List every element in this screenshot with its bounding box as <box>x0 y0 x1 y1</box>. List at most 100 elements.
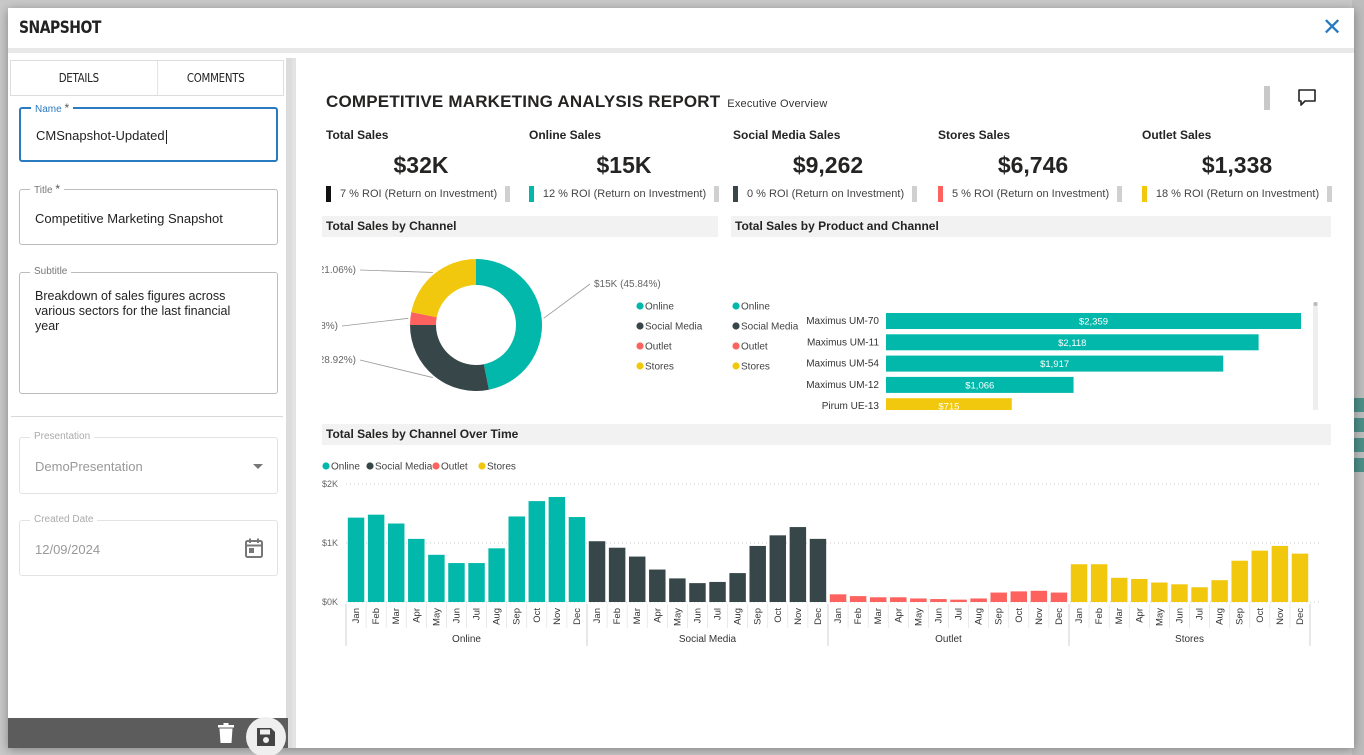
kpi-roi: 5 % ROI (Return on Investment) <box>938 185 1128 203</box>
delete-button[interactable] <box>206 718 246 748</box>
kpi-roi: 0 % ROI (Return on Investment) <box>733 185 923 203</box>
donut-data-label: $7K (21.06%) <box>322 265 356 276</box>
legend-label: Outlet <box>441 462 468 473</box>
group-label: Stores <box>1175 634 1204 645</box>
background-teal-mark <box>1354 458 1364 472</box>
legend-label: Social Media <box>645 322 703 333</box>
name-field[interactable]: Name * CMSnapshot-Updated <box>19 102 278 162</box>
section-title-by-channel: Total Sales by Channel <box>322 216 718 237</box>
time-bar <box>1251 550 1269 602</box>
time-bar <box>408 538 425 602</box>
save-button[interactable] <box>246 717 286 755</box>
bar-category-label: Maximus UM-11 <box>807 337 879 348</box>
name-input[interactable]: CMSnapshot-Updated <box>36 128 167 144</box>
time-bar <box>488 548 505 602</box>
legend-label: Stores <box>741 362 770 373</box>
x-tick-label: Jan <box>1074 608 1085 623</box>
kpi-card: Outlet Sales $1,338 18 % ROI (Return on … <box>1142 128 1332 202</box>
legend-marker <box>636 342 644 350</box>
kpi-value: $9,262 <box>792 152 864 178</box>
legend-marker <box>732 362 740 370</box>
bar-data-label: $2,118 <box>1058 338 1086 349</box>
subtitle-field[interactable]: Subtitle Breakdown of sales figures acro… <box>19 266 278 394</box>
x-tick-label: Feb <box>371 608 382 624</box>
time-bar <box>950 599 967 602</box>
comment-icon[interactable] <box>1297 88 1317 108</box>
donut-leader-line <box>543 283 591 319</box>
bar-data-label: $1,917 <box>1040 359 1069 370</box>
legend-label: Online <box>331 462 360 473</box>
donut-chart: $15K (45.84%) $9K (28.92%) $1K (4.18%) $7K … <box>322 259 703 391</box>
legend-marker <box>636 362 644 370</box>
legend-marker <box>366 462 374 470</box>
tab-comments[interactable]: COMMENTS <box>156 61 273 95</box>
donut-data-label: $9K (28.92%) <box>322 355 356 366</box>
presentation-label: Presentation <box>30 431 95 443</box>
title-input[interactable]: Competitive Marketing Snapshot <box>35 211 223 226</box>
close-button[interactable]: ✕ <box>1321 14 1343 41</box>
x-tick-label: Apr <box>893 608 904 623</box>
time-bar <box>990 592 1007 602</box>
time-bar <box>869 597 887 602</box>
subtitle-textarea[interactable]: Breakdown of sales figures across variou… <box>35 289 231 333</box>
legend-marker <box>432 462 440 470</box>
x-tick-label: Feb <box>612 608 623 624</box>
trash-icon <box>218 723 234 743</box>
kpi-name: Online Sales <box>529 128 602 142</box>
chevron-down-icon[interactable] <box>253 464 263 469</box>
time-bar <box>347 517 365 602</box>
product-bar <box>886 376 1074 393</box>
time-bar <box>1211 580 1228 602</box>
product-bar <box>886 334 1259 351</box>
created-date-value: 12/09/2024 <box>35 542 101 557</box>
x-tick-label: Aug <box>733 608 744 625</box>
x-tick-label: Sep <box>994 608 1005 625</box>
background-teal-mark <box>1354 418 1364 432</box>
time-bar <box>1070 564 1088 602</box>
calendar-icon[interactable] <box>245 538 263 558</box>
time-bar <box>930 599 947 602</box>
time-bar <box>1191 587 1208 602</box>
presentation-select[interactable]: Presentation DemoPresentation <box>19 431 278 494</box>
legend-label: Social Media <box>741 322 799 333</box>
y-tick-label: $0K <box>322 597 338 607</box>
x-tick-label: Jul <box>1195 608 1206 620</box>
created-date-field[interactable]: Created Date 12/09/2024 <box>19 514 278 576</box>
time-bar <box>829 594 847 602</box>
kpi-value: $32K <box>393 152 449 178</box>
background-strip <box>1352 0 1364 755</box>
save-icon <box>257 728 275 746</box>
x-tick-label: Aug <box>492 608 503 625</box>
action-bar <box>8 717 288 755</box>
title-field[interactable]: Title * Competitive Marketing Snapshot <box>19 183 278 245</box>
time-bar <box>1291 553 1309 602</box>
x-tick-label: Mar <box>1114 608 1125 624</box>
time-bar <box>468 563 485 602</box>
time-bar <box>1110 577 1128 602</box>
presentation-value: DemoPresentation <box>35 459 143 474</box>
x-tick-label: May <box>913 608 924 626</box>
time-bar <box>508 516 525 602</box>
kpi-card: Stores Sales $6,746 5 % ROI (Return on I… <box>938 128 1128 202</box>
donut-leader-line <box>359 269 433 273</box>
group-label: Outlet <box>935 634 962 645</box>
report-preview: COMPETITIVE MARKETING ANALYSIS REPORT Ex… <box>292 58 1354 748</box>
snapshot-dialog: SNAPSHOT ✕ DETAILS COMMENTS Name * CMSna… <box>8 8 1354 755</box>
bar-data-label: $1,066 <box>965 380 994 391</box>
legend-label: Online <box>741 302 770 313</box>
donut-slice <box>410 312 437 325</box>
report-subtitle: Executive Overview <box>727 98 828 110</box>
time-bar <box>1010 591 1028 602</box>
x-tick-label: Mar <box>632 608 643 624</box>
kpi-card: Online Sales $15K 12 % ROI (Return on In… <box>529 128 719 202</box>
kpi-name: Total Sales <box>326 128 389 142</box>
x-tick-label: Oct <box>773 608 784 623</box>
time-bar <box>769 535 787 602</box>
time-bar <box>890 597 907 602</box>
bar-data-label: $2,359 <box>1079 317 1108 328</box>
time-bar <box>367 514 385 602</box>
tab-details[interactable]: DETAILS <box>58 71 99 85</box>
legend-label: Outlet <box>741 342 768 353</box>
report-title: COMPETITIVE MARKETING ANALYSIS REPORT Ex… <box>326 92 828 111</box>
time-bar <box>548 496 566 602</box>
